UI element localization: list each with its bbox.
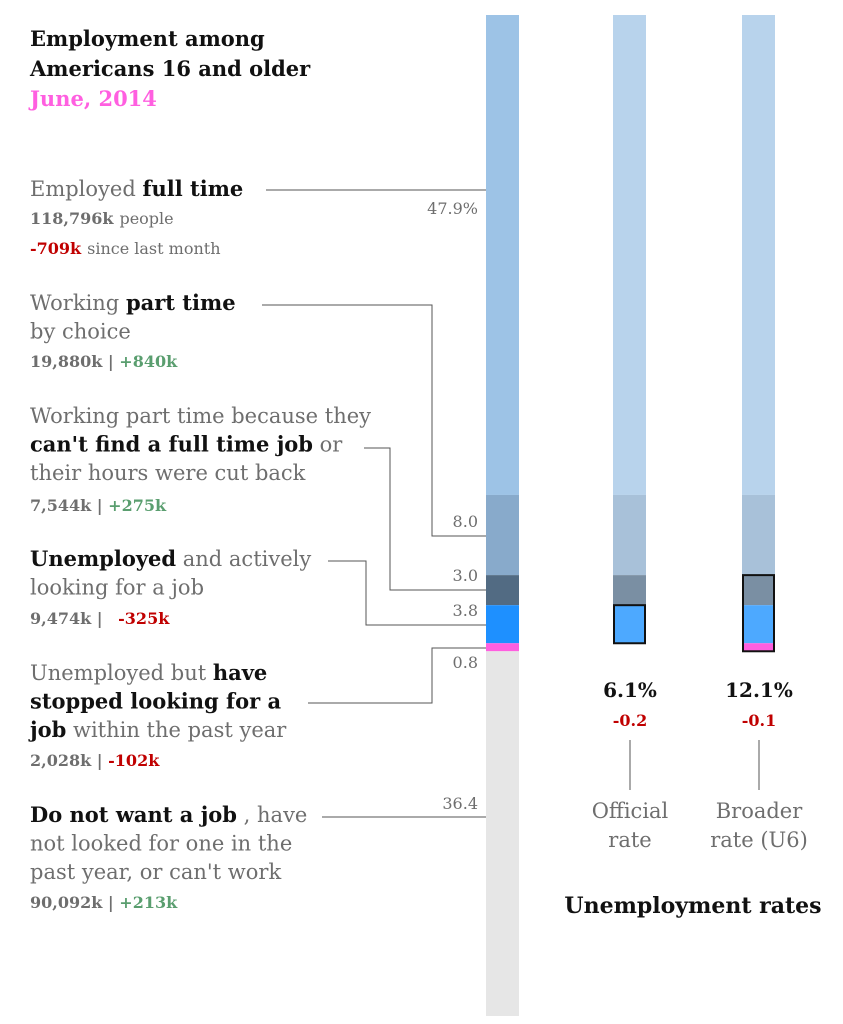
stat-part-time-choice: 19,880k | +840k	[30, 352, 178, 371]
chart-title-line2: Americans 16 and older	[29, 56, 311, 81]
pct-label-part-time-choice: 8.0	[453, 512, 478, 531]
stat-full-time-change: -709k since last month	[30, 239, 221, 258]
label-discouraged-line1: Unemployed but have	[30, 660, 267, 685]
label-discouraged-line2: stopped looking for a	[30, 689, 281, 714]
label-full-time-line1: Employed full time	[30, 176, 243, 201]
official-rate-bar-outline	[613, 604, 646, 645]
stacked-bar	[486, 15, 519, 1016]
broader-rate-label-line2: rate (U6)	[710, 828, 808, 852]
pct-label-part-time-econ: 3.0	[453, 566, 478, 585]
stat-not-want: 90,092k | +213k	[30, 893, 178, 912]
official-rate-bar-parttime-econ-segment	[613, 575, 646, 606]
broader-rate-bar-underemployed-segment	[742, 575, 775, 606]
chart-subtitle: June, 2014	[28, 86, 157, 111]
leader-lines	[262, 189, 486, 818]
official-rate-value: 6.1%	[603, 678, 657, 702]
stat-part-time-econ: 7,544k | +275k	[30, 496, 167, 515]
broader-rate-bar-employed-segment	[742, 15, 775, 495]
official-rate-bar-parttime-segment	[613, 494, 646, 576]
broader-rate-change: -0.1	[742, 711, 776, 730]
label-discouraged-line3: job within the past year	[28, 717, 287, 742]
bar-segment-discouraged	[486, 643, 519, 652]
label-not-want-line3: past year, or can't work	[30, 860, 281, 884]
leader-part-time-choice	[262, 304, 486, 537]
bar-segment-full-time	[486, 15, 519, 495]
pct-label-discouraged: 0.8	[453, 653, 478, 672]
official-rate-label-line1: Official	[592, 799, 669, 823]
leader-discouraged	[308, 647, 486, 704]
broader-rate-value: 12.1%	[725, 678, 793, 702]
broader-rate-bar-unemployed-segment	[742, 605, 775, 644]
label-part-time-choice-line1: Working part time	[30, 290, 236, 315]
bar-segment-not-want	[486, 651, 519, 1016]
chart-title-line1: Employment among	[30, 26, 265, 51]
rates-title: Unemployment rates	[564, 893, 821, 919]
pct-label-unemployed: 3.8	[453, 601, 478, 620]
broader-rate-bar-outline	[742, 574, 775, 653]
label-not-want-line2: not looked for one in the	[30, 832, 292, 856]
bar-segment-unemployed	[486, 605, 519, 644]
pct-label-not-want: 36.4	[442, 794, 478, 813]
percent-labels: 47.9% 8.0 3.0 3.8 0.8 36.4	[427, 199, 478, 813]
official-rate-change: -0.2	[613, 711, 647, 730]
pct-label-full-time: 47.9%	[427, 199, 478, 218]
official-rate-label-line2: rate	[608, 828, 651, 852]
bar-segment-part-time-econ	[486, 575, 519, 606]
label-not-want-line1: Do not want a job , have	[30, 802, 307, 827]
label-unemployed-line1: Unemployed and actively	[30, 546, 311, 571]
label-unemployed-line2: looking for a job	[30, 576, 204, 600]
bar-segment-part-time-choice	[486, 494, 519, 576]
stat-discouraged: 2,028k | -102k	[30, 751, 160, 770]
category-labels: Employed full time 118,796k people -709k sin…	[28, 176, 371, 912]
official-rate-bar-unemployed-segment	[613, 605, 646, 644]
label-part-time-econ-line3: their hours were cut back	[30, 461, 306, 485]
stat-unemployed: 9,474k | -325k	[30, 609, 170, 628]
broader-rate-bar-parttime-segment	[742, 494, 775, 576]
rate-bars	[613, 15, 775, 653]
label-part-time-choice-line2: by choice	[30, 320, 131, 344]
broader-rate-bar-discouraged-segment	[742, 643, 775, 652]
leader-unemployed	[328, 560, 486, 626]
broader-rate-label-line1: Broader	[716, 799, 804, 823]
label-part-time-econ-line1: Working part time because they	[30, 404, 371, 428]
stat-full-time-count: 118,796k people	[30, 209, 174, 228]
label-part-time-econ-line2: can't find a full time job or	[30, 432, 343, 457]
official-rate-bar-employed-segment	[613, 15, 646, 495]
leader-part-time-econ	[364, 447, 486, 591]
